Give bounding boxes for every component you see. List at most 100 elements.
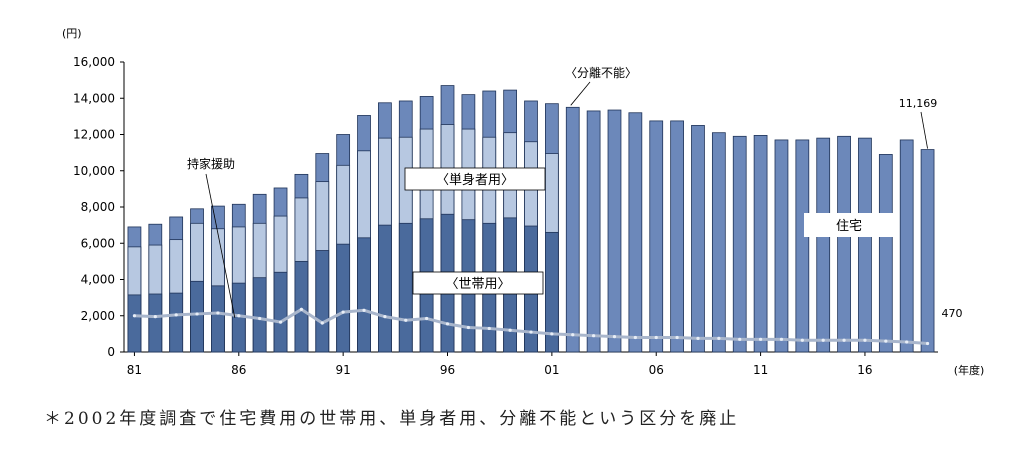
y-tick-label: 10,000	[73, 164, 115, 178]
bar-total	[775, 140, 788, 352]
x-tick-label: 91	[336, 363, 351, 377]
x-unit-label: (年度)	[954, 363, 985, 377]
line-point	[446, 322, 449, 325]
bar-total	[733, 136, 746, 352]
x-tick-label: 81	[127, 363, 142, 377]
line-point	[822, 339, 825, 342]
x-tick-label: 01	[544, 363, 559, 377]
bar-total	[838, 136, 851, 352]
line-point	[425, 317, 428, 320]
bar-total	[858, 138, 871, 352]
line-point	[842, 339, 845, 342]
y-tick-label: 8,000	[81, 200, 115, 214]
line-point	[362, 309, 365, 312]
label-household: 〈世帯用〉	[445, 277, 510, 292]
x-tick-label: 16	[857, 363, 872, 377]
line-point	[717, 337, 720, 340]
line-point	[321, 321, 324, 324]
line-point	[926, 342, 929, 345]
line-point	[738, 338, 741, 341]
y-tick-label: 6,000	[81, 236, 115, 250]
bar-household	[211, 286, 224, 352]
line-point	[383, 315, 386, 318]
bar-household	[337, 244, 350, 352]
x-tick-label: 86	[231, 363, 246, 377]
y-tick-label: 14,000	[73, 91, 115, 105]
bar-household	[316, 251, 329, 353]
y-tick-label: 12,000	[73, 128, 115, 142]
line-point	[905, 340, 908, 343]
bar-total	[692, 125, 705, 352]
bar-total	[921, 150, 934, 352]
chart-container: 0 2,000 4,000 6,000 8,000 10,000 12,000 14,000 1…	[0, 0, 1024, 455]
bar-household	[253, 278, 266, 352]
bar-total	[566, 107, 579, 352]
bar-total	[754, 135, 767, 352]
bar-total	[712, 133, 725, 352]
line-point	[342, 311, 345, 314]
line-point	[759, 338, 762, 341]
label-last-total: 11,169	[899, 97, 938, 110]
bar-household	[191, 281, 204, 352]
line-point	[801, 339, 804, 342]
line-point	[154, 315, 157, 318]
y-tick-label: 0	[107, 345, 115, 359]
line-point	[509, 329, 512, 332]
bar-household	[274, 272, 287, 352]
bar-total	[650, 121, 663, 352]
y-tick-label: 2,000	[81, 309, 115, 323]
line-point	[884, 340, 887, 343]
bar-total	[879, 154, 892, 352]
line-point	[175, 313, 178, 316]
line-point	[676, 336, 679, 339]
y-tick-label: 4,000	[81, 273, 115, 287]
bar-total	[796, 140, 809, 352]
label-split: 〈分離不能〉	[565, 66, 637, 80]
bar-household	[149, 294, 162, 352]
line-point	[550, 332, 553, 335]
bar-total	[671, 121, 684, 352]
bar-total	[608, 110, 621, 352]
label-single: 〈単身者用〉	[436, 172, 514, 188]
x-tick-label: 96	[440, 363, 455, 377]
x-tick-label: 06	[649, 363, 664, 377]
bar-total	[587, 111, 600, 352]
line-point	[488, 327, 491, 330]
bar-total	[900, 140, 913, 352]
line-point	[613, 335, 616, 338]
x-tick-label: 11	[753, 363, 768, 377]
bar-household	[358, 238, 371, 352]
y-tick-label: 16,000	[73, 55, 115, 69]
y-unit-label: (円)	[62, 27, 82, 40]
bar-household	[399, 223, 412, 352]
line-point	[279, 320, 282, 323]
line-point	[634, 336, 637, 339]
line-point	[133, 314, 136, 317]
line-point	[592, 334, 595, 337]
line-point	[404, 319, 407, 322]
bar-household	[295, 261, 308, 352]
line-point	[863, 339, 866, 342]
line-point	[467, 326, 470, 329]
footnote: ＊2002年度調査で住宅費用の世帯用、単身者用、分離不能という区分を廃止	[44, 404, 739, 429]
line-point	[529, 330, 532, 333]
bar-household	[128, 295, 141, 352]
line-point	[258, 317, 261, 320]
bar-household	[378, 225, 391, 352]
label-ownhome: 持家援助	[187, 156, 235, 171]
label-last-line: 470	[942, 307, 963, 320]
line-point	[195, 312, 198, 315]
bar-total	[817, 138, 830, 352]
bar-household	[170, 293, 183, 352]
pointer-last-total	[921, 112, 928, 149]
bar-total	[629, 113, 642, 352]
line-point	[780, 338, 783, 341]
label-housing: 住宅	[836, 219, 862, 234]
line-point	[696, 337, 699, 340]
chart-svg: 0 2,000 4,000 6,000 8,000 10,000 12,000 14,000 1…	[0, 0, 1024, 400]
line-point	[237, 314, 240, 317]
line-point	[216, 311, 219, 314]
line-point	[655, 336, 658, 339]
line-point	[571, 333, 574, 336]
line-point	[300, 308, 303, 311]
